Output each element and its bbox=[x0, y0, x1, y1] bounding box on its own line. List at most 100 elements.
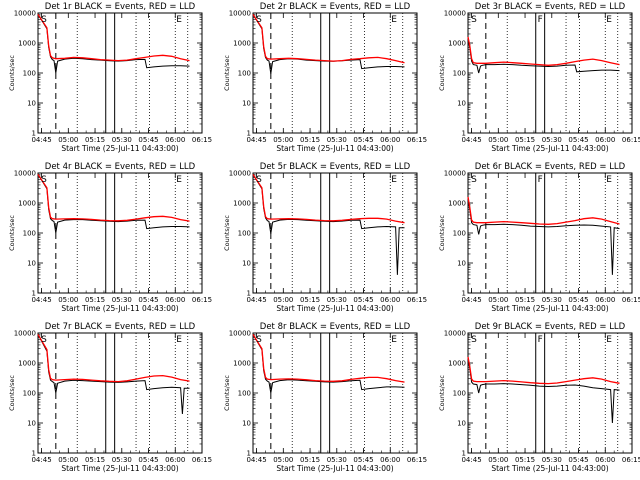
x-axis-label: Start Time (25-Jul-11 04:43:00) bbox=[61, 144, 178, 153]
series-line-events bbox=[467, 37, 620, 74]
y-tick-label: 10 bbox=[27, 260, 36, 268]
marker-label: F bbox=[538, 175, 543, 185]
x-tick-label: 06:00 bbox=[380, 296, 400, 304]
marker-label: S bbox=[471, 175, 477, 185]
x-tick-label: 04:45 bbox=[461, 136, 481, 144]
y-tick-label: 100 bbox=[23, 230, 36, 238]
y-tick-label: 10000 bbox=[229, 330, 251, 338]
y-tick-label: 10000 bbox=[14, 10, 36, 18]
y-axis-label: Counts/sec bbox=[438, 55, 446, 91]
x-tick-label: 06:00 bbox=[165, 456, 185, 464]
panel-title: Det 1r BLACK = Events, RED = LLD bbox=[45, 2, 196, 12]
y-tick-label: 100 bbox=[238, 230, 251, 238]
y-tick-label: 1 bbox=[32, 450, 36, 458]
marker-label: F bbox=[538, 15, 543, 25]
x-tick-label: 05:45 bbox=[138, 296, 158, 304]
x-tick-label: 06:15 bbox=[622, 456, 640, 464]
x-axis-label: Start Time (25-Jul-11 04:43:00) bbox=[61, 464, 178, 473]
x-tick-label: 05:15 bbox=[515, 136, 535, 144]
x-tick-label: 05:30 bbox=[327, 456, 347, 464]
series-line-events bbox=[467, 357, 620, 424]
y-tick-label: 10 bbox=[457, 420, 466, 428]
panel-title: Det 2r BLACK = Events, RED = LLD bbox=[260, 2, 411, 12]
x-tick-label: 05:30 bbox=[542, 296, 562, 304]
y-tick-label: 100 bbox=[453, 390, 466, 398]
series-line-lld bbox=[37, 14, 190, 62]
x-tick-label: 05:00 bbox=[58, 456, 78, 464]
x-tick-label: 04:45 bbox=[246, 136, 266, 144]
y-axis-label: Counts/sec bbox=[438, 375, 446, 411]
plot-frame bbox=[467, 172, 633, 294]
x-tick-label: 04:45 bbox=[246, 296, 266, 304]
x-tick-label: 05:15 bbox=[300, 136, 320, 144]
x-tick-label: 05:00 bbox=[488, 296, 508, 304]
y-tick-label: 1 bbox=[247, 290, 251, 298]
x-tick-label: 05:30 bbox=[112, 456, 132, 464]
x-tick-label: 05:00 bbox=[488, 456, 508, 464]
marker-label: E bbox=[391, 15, 397, 25]
y-tick-label: 10 bbox=[457, 260, 466, 268]
x-tick-label: 05:15 bbox=[85, 136, 105, 144]
panel-title: Det 7r BLACK = Events, RED = LLD bbox=[45, 322, 196, 332]
panel-det-7: Det 7r BLACK = Events, RED = LLD 1 10 100 10… bbox=[8, 322, 212, 473]
x-tick-label: 04:45 bbox=[31, 456, 51, 464]
marker-label: S bbox=[41, 175, 47, 185]
series-line-events bbox=[37, 14, 190, 74]
x-tick-label: 06:15 bbox=[192, 136, 212, 144]
series-line-events bbox=[252, 14, 405, 74]
x-axis-label: Start Time (25-Jul-11 04:43:00) bbox=[276, 144, 393, 153]
x-tick-label: 05:15 bbox=[515, 296, 535, 304]
x-tick-label: 06:15 bbox=[407, 456, 427, 464]
x-tick-label: 05:45 bbox=[138, 136, 158, 144]
y-tick-label: 10000 bbox=[444, 10, 466, 18]
panel-det-3: Det 3r BLACK = Events, RED = LLD 1 10 100 10… bbox=[438, 2, 640, 153]
marker-label: E bbox=[391, 175, 397, 185]
x-axis-label: Start Time (25-Jul-11 04:43:00) bbox=[276, 304, 393, 313]
y-tick-label: 1 bbox=[462, 130, 466, 138]
marker-label: E bbox=[391, 335, 397, 345]
y-axis-label: Counts/sec bbox=[223, 215, 231, 251]
panel-det-8: Det 8r BLACK = Events, RED = LLD 1 10 100 10… bbox=[223, 322, 427, 473]
y-tick-label: 1 bbox=[32, 290, 36, 298]
series-line-lld bbox=[252, 14, 405, 64]
x-tick-label: 06:00 bbox=[595, 136, 615, 144]
y-tick-label: 1000 bbox=[448, 40, 466, 48]
y-tick-label: 10 bbox=[27, 420, 36, 428]
panel-det-2: Det 2r BLACK = Events, RED = LLD 1 10 100 10… bbox=[223, 2, 427, 153]
x-tick-label: 05:30 bbox=[112, 296, 132, 304]
series-line-events bbox=[37, 174, 190, 234]
x-tick-label: 05:00 bbox=[273, 456, 293, 464]
x-tick-label: 05:15 bbox=[85, 296, 105, 304]
x-tick-label: 06:15 bbox=[407, 296, 427, 304]
y-axis-label: Counts/sec bbox=[8, 375, 16, 411]
y-tick-label: 1000 bbox=[448, 200, 466, 208]
x-tick-label: 05:45 bbox=[138, 456, 158, 464]
x-tick-label: 05:45 bbox=[568, 296, 588, 304]
plot-frame bbox=[37, 332, 203, 454]
marker-label: E bbox=[606, 15, 612, 25]
series-line-lld bbox=[252, 174, 405, 224]
marker-label: S bbox=[471, 335, 477, 345]
plot-frame bbox=[467, 12, 633, 134]
marker-label: S bbox=[471, 15, 477, 25]
x-tick-label: 05:00 bbox=[58, 296, 78, 304]
x-tick-label: 06:15 bbox=[622, 136, 640, 144]
plot-frame bbox=[37, 12, 203, 134]
series-line-events bbox=[467, 197, 620, 275]
marker-label: E bbox=[176, 175, 182, 185]
series-line-events bbox=[252, 334, 405, 394]
x-tick-label: 05:00 bbox=[273, 136, 293, 144]
panel-det-5: Det 5r BLACK = Events, RED = LLD 1 10 100 10… bbox=[223, 162, 427, 313]
x-tick-label: 06:15 bbox=[192, 456, 212, 464]
panel-det-4: Det 4r BLACK = Events, RED = LLD 1 10 100 10… bbox=[8, 162, 212, 313]
marker-label: E bbox=[176, 335, 182, 345]
y-tick-label: 100 bbox=[23, 390, 36, 398]
x-tick-label: 05:15 bbox=[300, 296, 320, 304]
marker-label: S bbox=[41, 15, 47, 25]
x-tick-label: 05:45 bbox=[353, 456, 373, 464]
y-tick-label: 1 bbox=[462, 450, 466, 458]
x-tick-label: 06:00 bbox=[595, 456, 615, 464]
series-line-lld bbox=[467, 36, 620, 66]
panel-title: Det 6r BLACK = Events, RED = LLD bbox=[475, 162, 626, 172]
